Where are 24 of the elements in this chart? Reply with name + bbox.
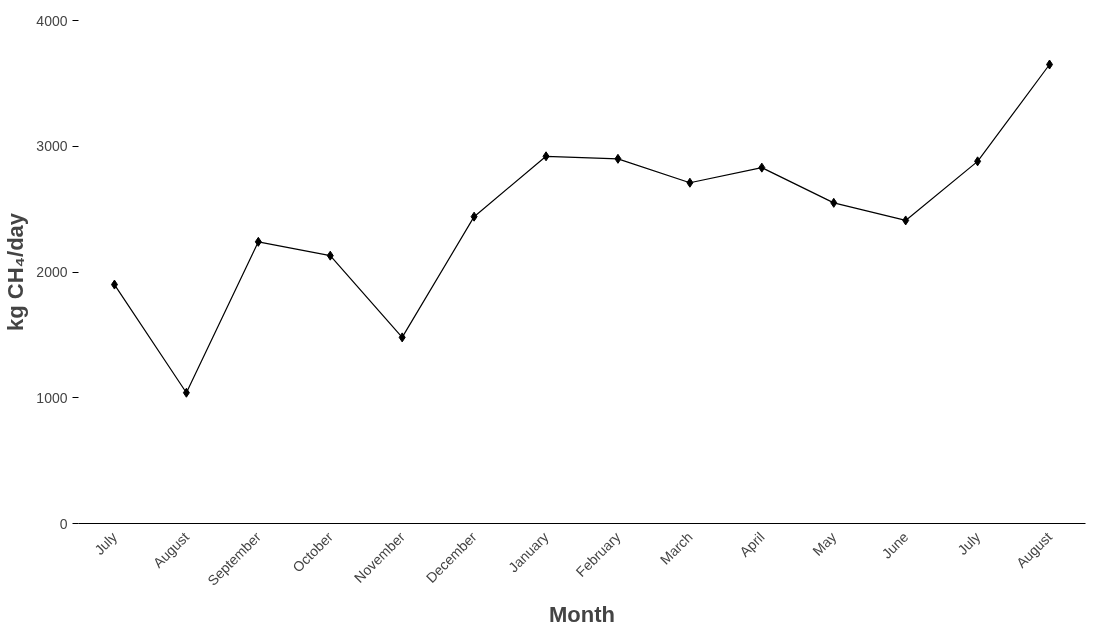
point: [758, 162, 766, 173]
x-tick-label: July: [91, 528, 121, 558]
y-tick-label: 3000: [36, 138, 68, 155]
point: [398, 332, 406, 343]
y-tick-label: 4000: [36, 12, 68, 29]
point: [974, 156, 982, 167]
point: [902, 215, 910, 226]
x-axis-title: Month: [549, 602, 615, 628]
x-tick-label: July: [954, 528, 984, 558]
y-tick-label: 2000: [36, 264, 68, 280]
x-tick-label: May: [809, 528, 840, 559]
y-tick-label: 1000: [36, 389, 68, 406]
point: [254, 236, 262, 247]
point: [830, 197, 838, 208]
point: [110, 279, 118, 290]
point: [182, 387, 190, 398]
point: [470, 211, 478, 222]
point: [1046, 59, 1054, 70]
y-axis-title: kg CH₄/day: [3, 212, 29, 332]
y-tick-label: 0: [59, 515, 68, 532]
point: [614, 153, 622, 164]
point: [542, 151, 550, 162]
point: [686, 177, 694, 188]
point: [326, 250, 334, 261]
